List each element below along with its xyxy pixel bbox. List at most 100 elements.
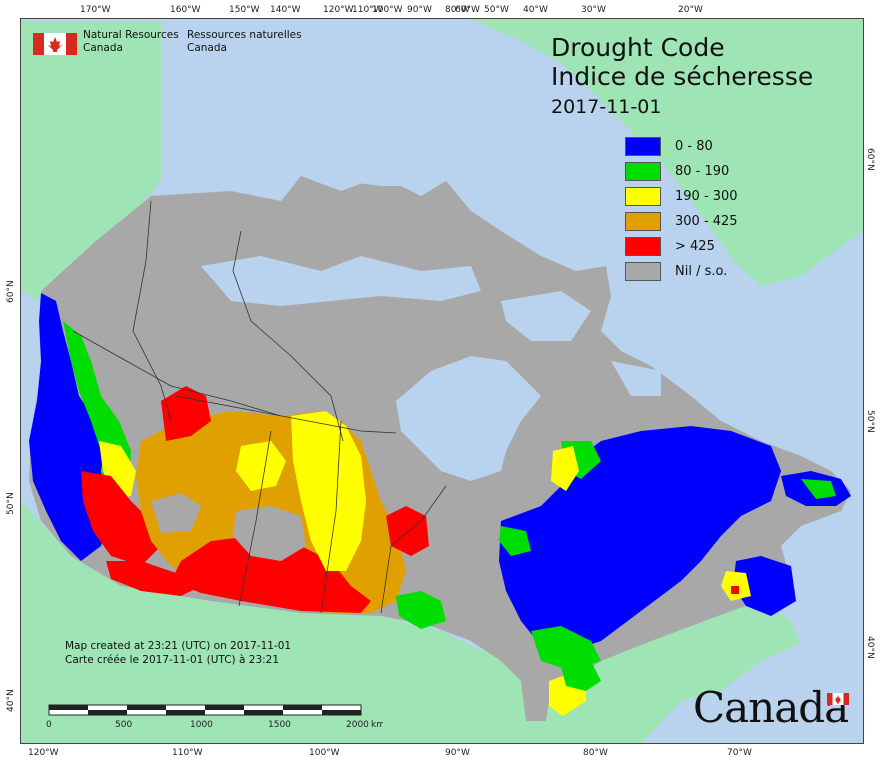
tick-bottom: 110°W [172,748,203,758]
legend-swatch [625,262,661,281]
scale-label: 500 [115,720,132,730]
dc-patch-green [531,626,601,671]
legend-label: 80 - 190 [675,164,730,179]
dc-patch-yellow [551,446,579,491]
organization-line: Canada [187,42,227,54]
latitude-ticks-left: 60°N 50°N 40°N [6,280,16,712]
arctic-channel [331,151,441,186]
legend-item: > 425 [625,234,738,259]
tick-right: 40°N [865,636,875,659]
arctic-channel [501,291,591,341]
arctic-channel [611,361,661,396]
drought-code-map [21,19,863,743]
dc-patch-green [396,591,446,629]
legend: 0 - 80 80 - 190 190 - 300 300 - 425 > 42… [625,134,738,284]
tick-left: 60°N [6,280,16,303]
tick-top: 60°W [455,5,480,15]
dc-patch-gray [151,493,201,533]
dc-patch-yellow [291,411,366,571]
longitude-ticks-bottom: 120°W 110°W 100°W 90°W 80°W 70°W [28,748,752,758]
created-line-en: Map created at 23:21 (UTC) on 2017-11-01 [65,640,292,652]
legend-label: Nil / s.o. [675,264,728,279]
tick-bottom: 70°W [727,748,752,758]
organization-name-en: Natural Resources Canada [83,29,179,55]
tick-top: 90°W [407,5,432,15]
boundary-line [320,420,342,614]
title-english: Drought Code [551,33,725,62]
tick-top: 50°W [484,5,509,15]
created-line-fr: Carte créée le 2017-11-01 (UTC) à 23:21 [65,654,280,666]
dc-patch-yellow [236,441,286,491]
dc-patch-green [561,661,601,691]
boundary-line [238,430,272,607]
arctic-channel [201,256,481,306]
tick-top: 160°W [170,5,201,15]
boundary-line [380,485,447,614]
dc-patch-red [106,561,201,596]
tick-top: 100°W [372,5,403,15]
tick-top: 120°W [323,5,354,15]
legend-item: 300 - 425 [625,209,738,234]
title-french: Indice de sécheresse [551,62,814,91]
map-title: Drought Code Indice de sécheresse 2017-1… [551,33,813,121]
boundary-line [132,200,172,422]
tick-bottom: 90°W [445,748,470,758]
legend-swatch [625,212,661,231]
dc-patch-red [161,386,211,441]
map-frame: Natural Resources Canada Ressources natu… [20,18,864,744]
dc-patch-red [731,586,739,594]
dc-patch-red [81,471,161,566]
scale-bar: 0 500 1000 1500 2000 km [46,704,383,730]
tick-right: 50°N [865,410,875,433]
legend-label: 0 - 80 [675,139,713,154]
scale-unit: km [371,720,383,730]
organization-name-fr: Ressources naturelles Canada [187,29,302,55]
dc-patch-red [386,506,429,556]
boundary-line [72,330,282,417]
legend-item: 80 - 190 [625,159,738,184]
map-date: 2017-11-01 [551,96,662,118]
boundary-line [232,230,344,442]
legend-swatch [625,137,661,156]
legend-item: 190 - 300 [625,184,738,209]
latitude-ticks-right: 60°N 50°N 40°N [865,148,875,659]
map-created-note: Map created at 23:21 (UTC) on 2017-11-01… [65,639,291,667]
legend-label: > 425 [675,239,715,254]
tick-left: 50°N [6,492,16,515]
legend-item: 0 - 80 [625,134,738,159]
canada-flag-icon [33,33,77,55]
dc-patch-red [171,536,371,613]
alaska [21,21,161,311]
boundary-line [175,395,397,434]
organization-line: Ressources naturelles [187,29,302,41]
tick-right: 60°N [865,148,875,171]
canada-wordmark: Canada [693,683,849,732]
legend-label: 190 - 300 [675,189,738,204]
tick-top: 40°W [523,5,548,15]
tick-top: 80°W [445,5,470,15]
legend-swatch [625,187,661,206]
organization-line: Natural Resources [83,29,179,41]
usa [21,501,801,743]
hudson-bay [396,356,541,481]
dc-patch-green [499,526,531,556]
scale-label: 2000 [346,720,369,730]
legend-label: 300 - 425 [675,214,738,229]
legend-item: Nil / s.o. [625,259,738,284]
dc-patch-green [801,479,836,499]
tick-bottom: 120°W [28,748,59,758]
organization-line: Canada [83,42,123,54]
scale-label: 1000 [190,720,213,730]
legend-swatch [625,162,661,181]
tick-bottom: 100°W [309,748,340,758]
tick-top: 150°W [229,5,260,15]
dc-patch-blue [733,556,796,616]
canada-flag-icon [827,693,849,705]
legend-swatch [625,237,661,256]
tick-top: 30°W [581,5,606,15]
tick-top: 110°W [352,5,383,15]
tick-left: 40°N [6,689,16,712]
greenland [471,19,863,286]
tick-bottom: 80°W [583,748,608,758]
scale-label: 0 [46,720,52,730]
